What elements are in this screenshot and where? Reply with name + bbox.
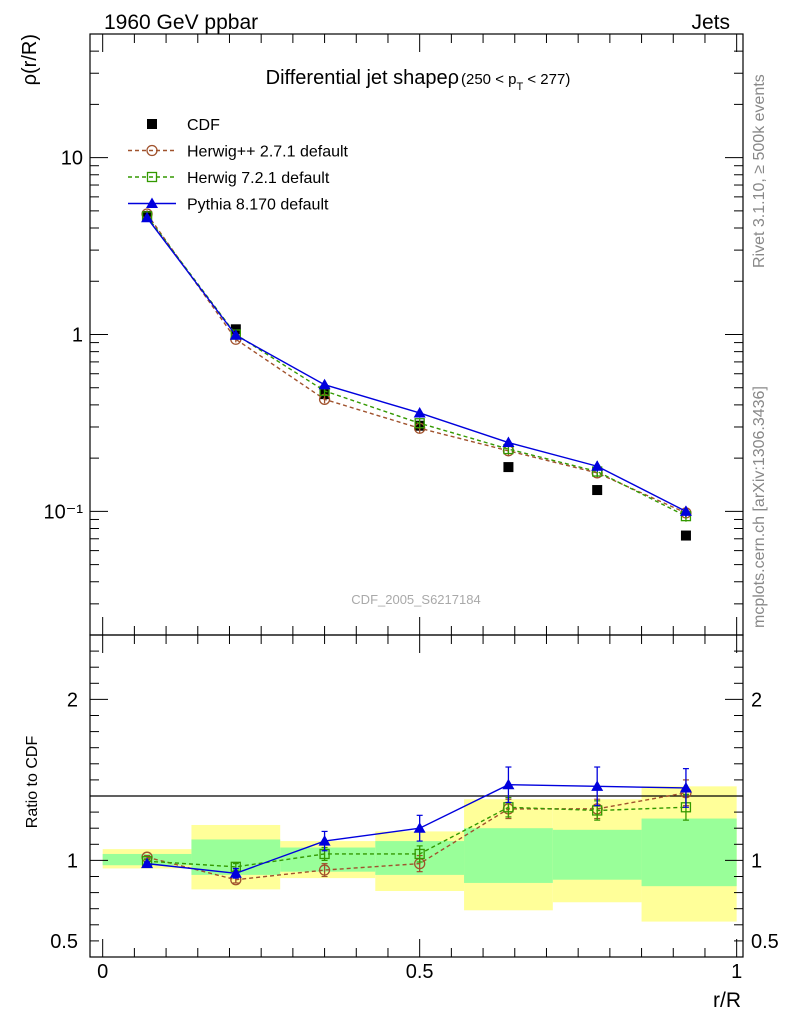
main-title-suffix: (250 < p [461, 71, 516, 88]
ratio-band-green [552, 829, 642, 880]
ratio-point [414, 848, 425, 860]
legend-label: CDF [187, 117, 220, 134]
main-point [503, 462, 514, 473]
ratio-point [502, 778, 515, 790]
ratio-y-tick-label: 0.5 [50, 931, 78, 953]
ratio-x-tick-label: 0 [97, 961, 108, 983]
main-point [680, 530, 691, 541]
main-y-tick-label: 1 [72, 325, 83, 347]
ratio-panel: 2 2 1 1 0.5 0.5 0 0.5 1 Ratio to CDF r/R [24, 634, 779, 1012]
ratio-xlabel: r/R [713, 989, 741, 1012]
main-y-tick-label: 10 [61, 148, 83, 170]
main-title-main: Differential jet shapeρ [266, 67, 459, 89]
mcplots-side-label: mcplots.cern.ch [arXiv:1306.3436] [751, 386, 768, 628]
legend-marker [146, 144, 158, 157]
header-right-label: Jets [691, 11, 730, 34]
ratio-y-tick-label: 1 [67, 850, 78, 872]
ratio-x-tick-label: 0.5 [406, 961, 434, 983]
main-point [592, 485, 603, 496]
main-point [502, 436, 515, 448]
main-point [413, 406, 426, 418]
ratio-band-green [464, 828, 553, 883]
header-left-label: 1960 GeV ppbar [104, 11, 258, 34]
main-panel: CDF_2005_S6217184 Differential jet shape… [19, 33, 744, 636]
main-ylabel: ρ(r/R) [19, 34, 41, 85]
main-y-tick-label: 10⁻¹ [44, 501, 84, 523]
main-title-sub: T [516, 81, 523, 93]
legend-marker [146, 171, 158, 183]
ratio-ylabel: Ratio to CDF [24, 736, 41, 829]
ratio-x-tick-label: 1 [731, 961, 742, 983]
main-series-line [146, 216, 687, 517]
ratio-y-tick-label: 2 [67, 689, 78, 711]
ratio-point [141, 857, 154, 869]
main-point [141, 211, 154, 223]
main-point [229, 329, 242, 340]
legend-label: Herwig++ 2.7.1 default [187, 144, 349, 161]
ratio-band-green [641, 818, 737, 887]
main-point [591, 460, 604, 471]
legend-label: Herwig 7.2.1 default [187, 170, 330, 187]
ratio-point [413, 822, 426, 833]
main-series-line [146, 217, 687, 512]
ratio-y-tick-label-right: 2 [751, 689, 762, 711]
legend-label: Pythia 8.170 default [187, 197, 329, 214]
main-point [414, 418, 425, 429]
legend: CDF Herwig++ 2.7.1 default Herwig 7.2.1 de… [128, 117, 349, 214]
ratio-point [318, 835, 331, 846]
ratio-point [229, 867, 242, 878]
ratio-point [318, 864, 331, 876]
main-watermark: CDF_2005_S6217184 [351, 592, 480, 607]
main-point [318, 378, 331, 390]
ratio-y-tick-label-right: 1 [751, 850, 762, 872]
ratio-point [679, 781, 692, 793]
legend-marker [146, 197, 158, 208]
main-point [679, 505, 692, 516]
legend-marker [147, 119, 157, 129]
main-title-end: < 277) [523, 71, 570, 88]
main-series-line [146, 213, 687, 514]
main-title: Differential jet shapeρ (250 < pT < 277) [266, 67, 571, 93]
rivet-side-label: Rivet 3.1.10, ≥ 500k events [751, 74, 768, 268]
ratio-y-tick-label-right: 0.5 [751, 931, 779, 953]
ratio-point [591, 780, 604, 791]
